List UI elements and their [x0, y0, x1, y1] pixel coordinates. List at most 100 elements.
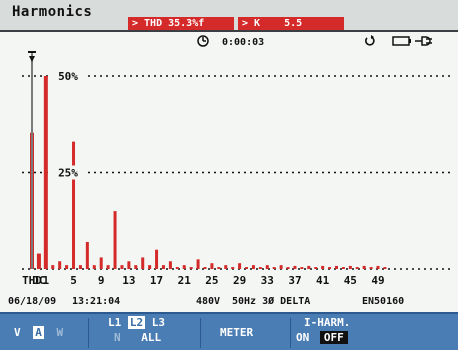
x-tick-label-17: 17 — [150, 274, 163, 287]
bar-harmonic-dc — [36, 253, 41, 269]
softkey-meter[interactable]: METER — [210, 314, 280, 350]
softkey-a-label: A — [33, 326, 44, 339]
footer-time: 13:21:04 — [72, 296, 121, 307]
bar-harmonic-38 — [300, 267, 304, 269]
softkey-iharm-off: OFF — [319, 331, 348, 344]
x-tick-label-45: 45 — [344, 274, 357, 287]
x-tick-label-49: 49 — [371, 274, 384, 287]
chart-cursor[interactable] — [28, 51, 36, 269]
bar-harmonic-39 — [307, 265, 311, 269]
x-tick-label-5: 5 — [70, 274, 77, 287]
x-tick-label-thd: THD — [22, 274, 42, 287]
softkey-n-label: N — [114, 331, 121, 344]
clock-icon — [197, 35, 209, 47]
footer-voltage: 480V — [196, 296, 221, 307]
bar-harmonic-37 — [293, 265, 297, 269]
bar-harmonic-31 — [251, 265, 255, 269]
softkey-l1-label: L1 — [108, 316, 122, 329]
x-tick-label-29: 29 — [233, 274, 246, 287]
softkey-w-label: W — [56, 326, 64, 339]
bar-harmonic-24 — [203, 267, 207, 269]
footer-date: 06/18/09 — [8, 296, 57, 307]
elapsed-timer: 0:00:03 — [222, 37, 265, 48]
bar-harmonic-12 — [120, 265, 124, 269]
bar-harmonic-4 — [65, 265, 69, 269]
bar-harmonic-47 — [362, 265, 366, 269]
softkey-iharm-on: ON — [296, 331, 310, 344]
bar-harmonic-1 — [43, 76, 48, 269]
x-tick-label-dc: DC — [32, 274, 45, 287]
bar-harmonic-33 — [265, 265, 269, 269]
bar-harmonic-15 — [141, 257, 145, 269]
hold-icon — [365, 35, 375, 46]
x-tick-label-21: 21 — [178, 274, 192, 287]
y-tick-label-bg — [52, 165, 84, 180]
title-bar: Harmonics > THD 35.3%f > K 5.5 — [0, 0, 458, 32]
bar-harmonic-45 — [348, 265, 352, 269]
bar-harmonic-21 — [182, 265, 186, 269]
softkey-vaw[interactable]: V A W — [14, 314, 76, 350]
bar-harmonic-11 — [113, 211, 117, 269]
y-tick-label: 25% — [58, 167, 78, 180]
bar-harmonic-20 — [175, 267, 179, 269]
battery-plug-icon — [392, 36, 432, 46]
bar-harmonic-28 — [231, 267, 235, 269]
bar-harmonic-26 — [217, 267, 221, 269]
bar-harmonic-5 — [72, 141, 76, 269]
softkey-iharm-title: I-HARM. — [304, 316, 351, 329]
softkey-meter-label: METER — [220, 326, 254, 339]
bar-harmonic-6 — [78, 265, 82, 269]
footer-info-bar: 06/18/09 13:21:04 480V 50Hz 3Ø DELTA EN5… — [0, 294, 458, 310]
softkey-l2-label: L2 — [127, 316, 146, 329]
softkey-divider — [200, 318, 201, 348]
bar-harmonic-8 — [92, 265, 96, 269]
cursor-marker-icon[interactable] — [29, 56, 35, 62]
y-tick-label: 50% — [58, 70, 78, 83]
bar-harmonic-18 — [161, 265, 165, 269]
x-tick-label-37: 37 — [288, 274, 301, 287]
chart-gridlines — [22, 75, 452, 270]
softkey-divider — [290, 318, 291, 348]
bar-harmonic-14 — [134, 265, 138, 269]
x-tick-label-1: 1 — [43, 274, 50, 287]
bar-harmonic-9 — [99, 257, 103, 269]
bar-harmonic-10 — [106, 265, 110, 269]
x-tick-label-25: 25 — [205, 274, 218, 287]
bar-harmonic-2 — [51, 265, 55, 269]
softkey-divider — [88, 318, 89, 348]
bar-harmonic-34 — [272, 267, 276, 269]
bar-harmonic-41 — [321, 265, 325, 269]
x-tick-label-9: 9 — [98, 274, 105, 287]
bar-harmonic-36 — [286, 267, 290, 269]
x-tick-label-13: 13 — [122, 274, 135, 287]
bar-harmonic-44 — [341, 267, 345, 269]
footer-config: 50Hz 3Ø DELTA — [232, 296, 311, 307]
bar-harmonic-19 — [168, 261, 172, 269]
bar-harmonic-27 — [224, 265, 228, 269]
softkey-phase[interactable]: L1 L2 L3 N ALL — [100, 314, 190, 350]
bar-harmonic-42 — [328, 267, 332, 269]
chart-y-tick-labels: 50% 25% — [52, 69, 84, 180]
screen-title: Harmonics — [12, 4, 93, 20]
bar-harmonic-7 — [85, 241, 89, 269]
bar-harmonic-30 — [245, 267, 249, 269]
bar-harmonic-23 — [196, 259, 200, 269]
bar-harmonic-49 — [376, 265, 380, 269]
bar-harmonic-50 — [383, 267, 387, 269]
thd-readout-badge: > THD 35.3%f — [128, 17, 234, 30]
bar-harmonic-3 — [58, 261, 62, 269]
bar-harmonic-46 — [355, 267, 359, 269]
softkey-iharm[interactable]: I-HARM. ON OFF — [296, 314, 386, 350]
bar-harmonic-25 — [210, 263, 214, 269]
x-tick-label-41: 41 — [316, 274, 330, 287]
bar-harmonic-43 — [334, 265, 338, 269]
bar-harmonic-40 — [314, 267, 318, 269]
softkey-bar: V A W L1 L2 L3 N ALL METER I-HARM. ON — [0, 312, 458, 350]
x-tick-label-33: 33 — [261, 274, 274, 287]
y-tick-label-bg — [52, 69, 84, 83]
bar-harmonic-48 — [369, 267, 373, 269]
bar-harmonic-13 — [127, 261, 131, 269]
